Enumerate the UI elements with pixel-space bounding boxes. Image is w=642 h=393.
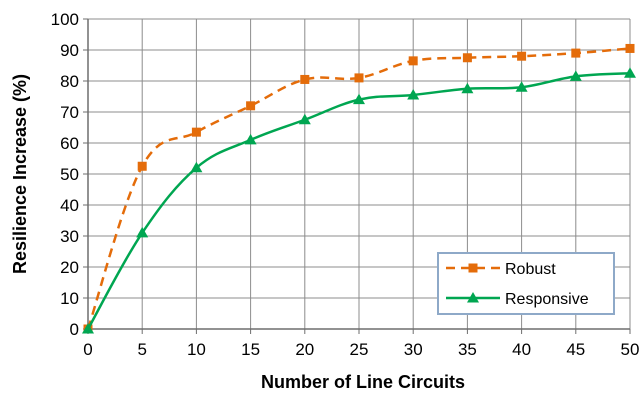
data-point-responsive — [353, 93, 365, 105]
y-tick-label: 10 — [60, 289, 79, 308]
y-tick-label: 100 — [51, 10, 79, 29]
data-point-robust — [462, 53, 472, 63]
y-tick-label: 40 — [60, 196, 79, 215]
y-tick-label: 0 — [70, 320, 79, 339]
data-point-responsive — [82, 323, 94, 334]
y-tick-label: 90 — [60, 41, 79, 60]
y-axis-title: Resilience Increase (%) — [10, 74, 30, 274]
data-point-robust — [191, 127, 201, 137]
y-tick-label: 30 — [60, 227, 79, 246]
x-tick-label: 45 — [566, 340, 585, 359]
y-tick-label: 20 — [60, 258, 79, 277]
legend-marker-responsive — [467, 292, 479, 303]
x-tick-label: 25 — [350, 340, 369, 359]
data-point-robust — [354, 73, 364, 83]
series-robust — [83, 43, 635, 334]
legend-marker-robust — [468, 263, 478, 273]
data-point-robust — [517, 51, 527, 61]
series-layer — [82, 43, 636, 334]
y-tick-label: 70 — [60, 103, 79, 122]
data-point-robust — [246, 101, 256, 111]
legend-label-robust: Robust — [505, 261, 556, 278]
x-tick-label: 20 — [295, 340, 314, 359]
data-point-responsive — [461, 82, 474, 94]
x-tick-label: 35 — [458, 340, 477, 359]
y-tick-labels: 0 10 20 30 40 50 60 70 80 90 100 — [51, 10, 79, 339]
y-tick-label: 60 — [60, 134, 79, 153]
data-point-responsive — [569, 70, 582, 81]
y-tick-label: 50 — [60, 165, 79, 184]
data-point-robust — [625, 43, 635, 53]
legend-label-responsive: Responsive — [505, 291, 589, 308]
x-tick-label: 10 — [187, 340, 206, 359]
x-tick-label: 40 — [512, 340, 531, 359]
data-point-responsive — [298, 113, 311, 125]
data-point-robust — [137, 161, 147, 171]
x-tick-label: 5 — [137, 340, 146, 359]
x-tick-label: 50 — [621, 340, 640, 359]
series-responsive — [82, 67, 636, 334]
data-point-responsive — [190, 161, 203, 173]
data-point-responsive — [407, 88, 420, 100]
x-tick-label: 30 — [404, 340, 423, 359]
data-point-responsive — [624, 67, 636, 78]
data-point-responsive — [515, 81, 528, 92]
legend-items: Robust Responsive — [446, 261, 589, 308]
data-point-robust — [300, 74, 310, 84]
y-tick-label: 80 — [60, 72, 79, 91]
x-tick-label: 0 — [83, 340, 92, 359]
data-point-robust — [408, 56, 418, 66]
series-line-responsive — [86, 72, 631, 330]
x-tick-label: 15 — [241, 340, 260, 359]
x-tick-labels: 0 5 10 15 20 25 30 35 40 45 50 — [83, 340, 639, 359]
data-point-robust — [571, 48, 581, 58]
legend: Robust Responsive — [437, 252, 615, 315]
data-point-responsive — [244, 133, 257, 145]
series-line-robust — [86, 47, 631, 330]
data-point-responsive — [136, 226, 149, 238]
x-axis-title: Number of Line Circuits — [261, 372, 465, 392]
legend-box — [437, 252, 615, 315]
